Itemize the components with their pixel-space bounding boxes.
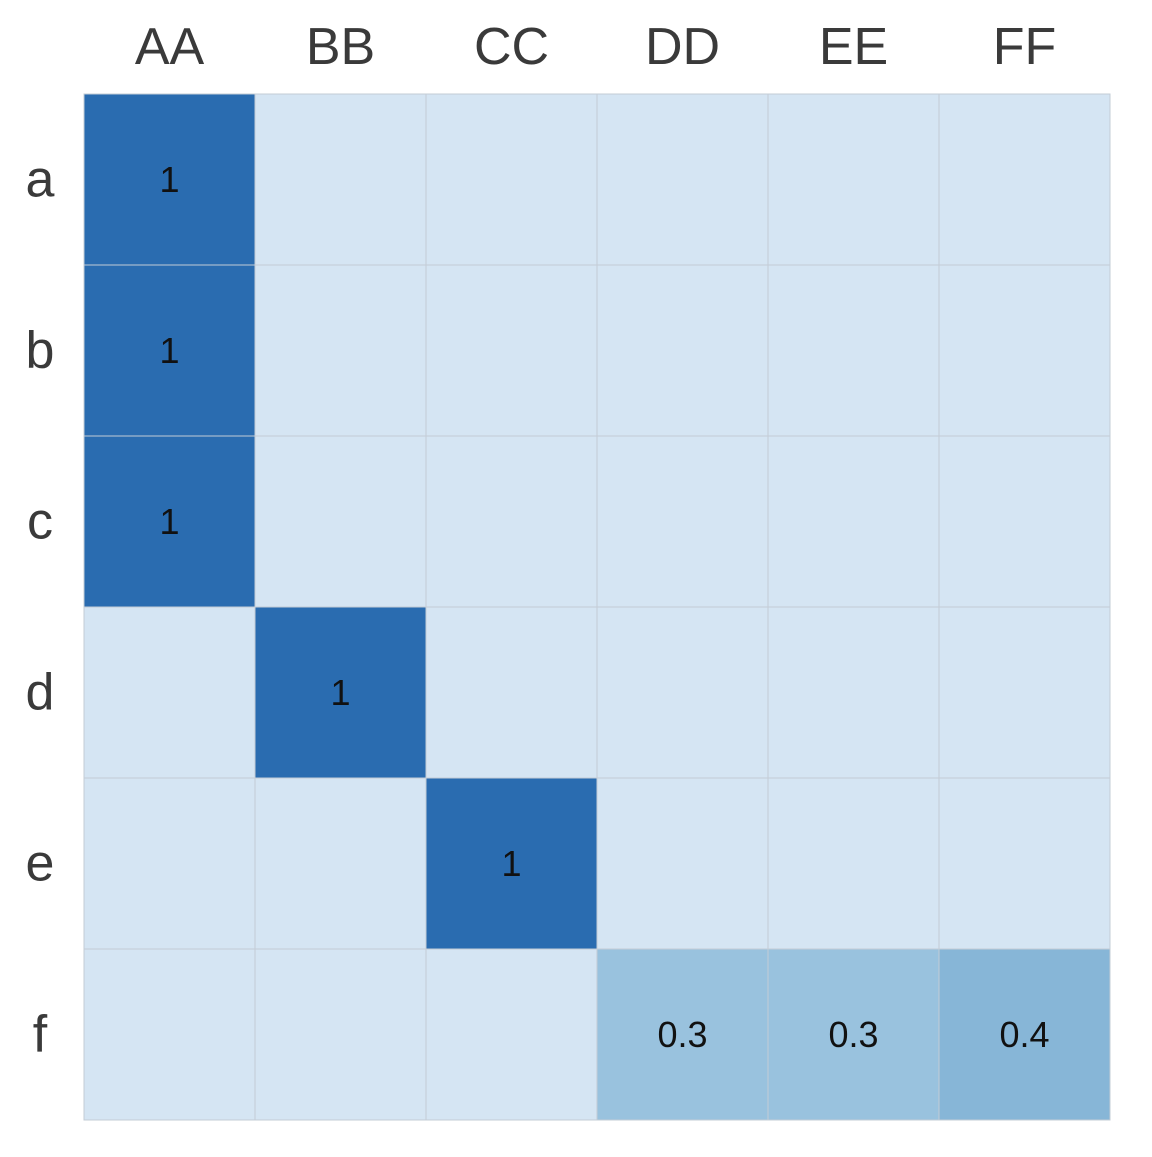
heatmap-cell-e-BB — [254, 777, 427, 950]
heatmap-cell-f-AA — [83, 948, 256, 1121]
y-tick-label-b: b — [26, 322, 55, 380]
y-tick-label-a: a — [26, 151, 55, 209]
heatmap-cell-f-CC — [425, 948, 598, 1121]
heatmap-cell-a-CC — [425, 93, 598, 266]
x-tick-label-EE: EE — [819, 18, 888, 76]
heatmap-cell-d-CC — [425, 606, 598, 779]
heatmap-cell-d-FF — [938, 606, 1111, 779]
x-tick-label-AA: AA — [135, 18, 205, 76]
y-tick-label-d: d — [26, 664, 55, 722]
heatmap-cell-c-AA — [83, 435, 256, 608]
heatmap-cell-c-EE — [767, 435, 940, 608]
heatmap-cell-a-FF — [938, 93, 1111, 266]
heatmap-cell-c-DD — [596, 435, 769, 608]
cell-value-label: 1 — [330, 672, 350, 713]
heatmap-cell-e-CC — [425, 777, 598, 950]
cell-value-label: 1 — [159, 159, 179, 200]
cell-value-label: 0.4 — [999, 1014, 1049, 1055]
cell-value-label: 1 — [159, 330, 179, 371]
cell-value-label: 0.3 — [828, 1014, 878, 1055]
heatmap-cell-c-CC — [425, 435, 598, 608]
heatmap-cell-b-BB — [254, 264, 427, 437]
heatmap-cell-f-EE — [767, 948, 940, 1121]
heatmap-cell-a-AA — [83, 93, 256, 266]
heatmap-cell-e-AA — [83, 777, 256, 950]
heatmap-cell-b-DD — [596, 264, 769, 437]
heatmap-cell-a-EE — [767, 93, 940, 266]
heatmap-cell-a-DD — [596, 93, 769, 266]
heatmap-cell-d-DD — [596, 606, 769, 779]
y-axis-tick-labels: a b c d e f — [26, 151, 55, 1064]
heatmap-cell-b-FF — [938, 264, 1111, 437]
heatmap-cell-d-AA — [83, 606, 256, 779]
y-tick-label-e: e — [26, 835, 55, 893]
heatmap-cell-f-DD — [596, 948, 769, 1121]
heatmap-cell-b-EE — [767, 264, 940, 437]
heatmap-cell-e-DD — [596, 777, 769, 950]
heatmap-cell-e-EE — [767, 777, 940, 950]
cell-value-label: 1 — [159, 501, 179, 542]
heatmap-cell-c-BB — [254, 435, 427, 608]
heatmap-cell-e-FF — [938, 777, 1111, 950]
heatmap-cells — [83, 93, 1111, 1121]
x-tick-label-BB: BB — [306, 18, 375, 76]
y-tick-label-c: c — [27, 493, 53, 551]
heatmap-cell-d-EE — [767, 606, 940, 779]
heatmap-cell-f-FF — [938, 948, 1111, 1121]
cell-value-label: 0.3 — [657, 1014, 707, 1055]
cell-annotations: 1 1 1 1 1 0.3 0.3 0.4 — [159, 159, 1049, 1055]
x-tick-label-CC: CC — [474, 18, 549, 76]
heatmap-cell-c-FF — [938, 435, 1111, 608]
heatmap-cell-a-BB — [254, 93, 427, 266]
x-tick-label-DD: DD — [645, 18, 720, 76]
cell-value-label: 1 — [501, 843, 521, 884]
heatmap-cell-b-AA — [83, 264, 256, 437]
heatmap-cell-f-BB — [254, 948, 427, 1121]
heatmap-cell-d-BB — [254, 606, 427, 779]
x-tick-label-FF: FF — [993, 18, 1057, 76]
heatmap-cell-b-CC — [425, 264, 598, 437]
x-axis-tick-labels: AA BB CC DD EE FF — [135, 18, 1056, 76]
y-tick-label-f: f — [33, 1006, 48, 1064]
